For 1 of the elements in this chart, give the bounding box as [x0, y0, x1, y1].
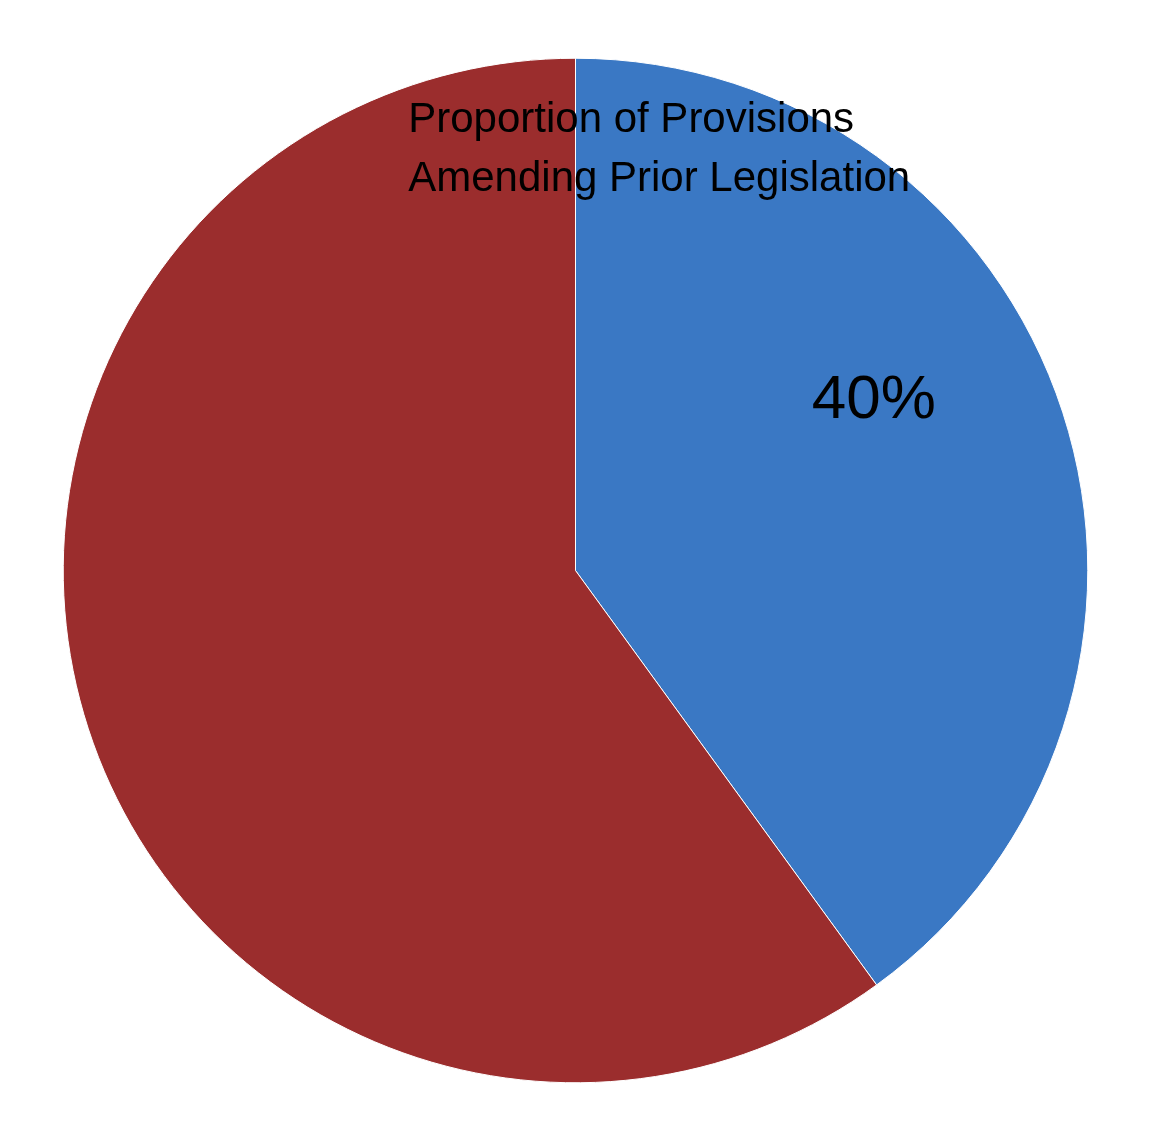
data-label: 40%	[811, 362, 936, 432]
